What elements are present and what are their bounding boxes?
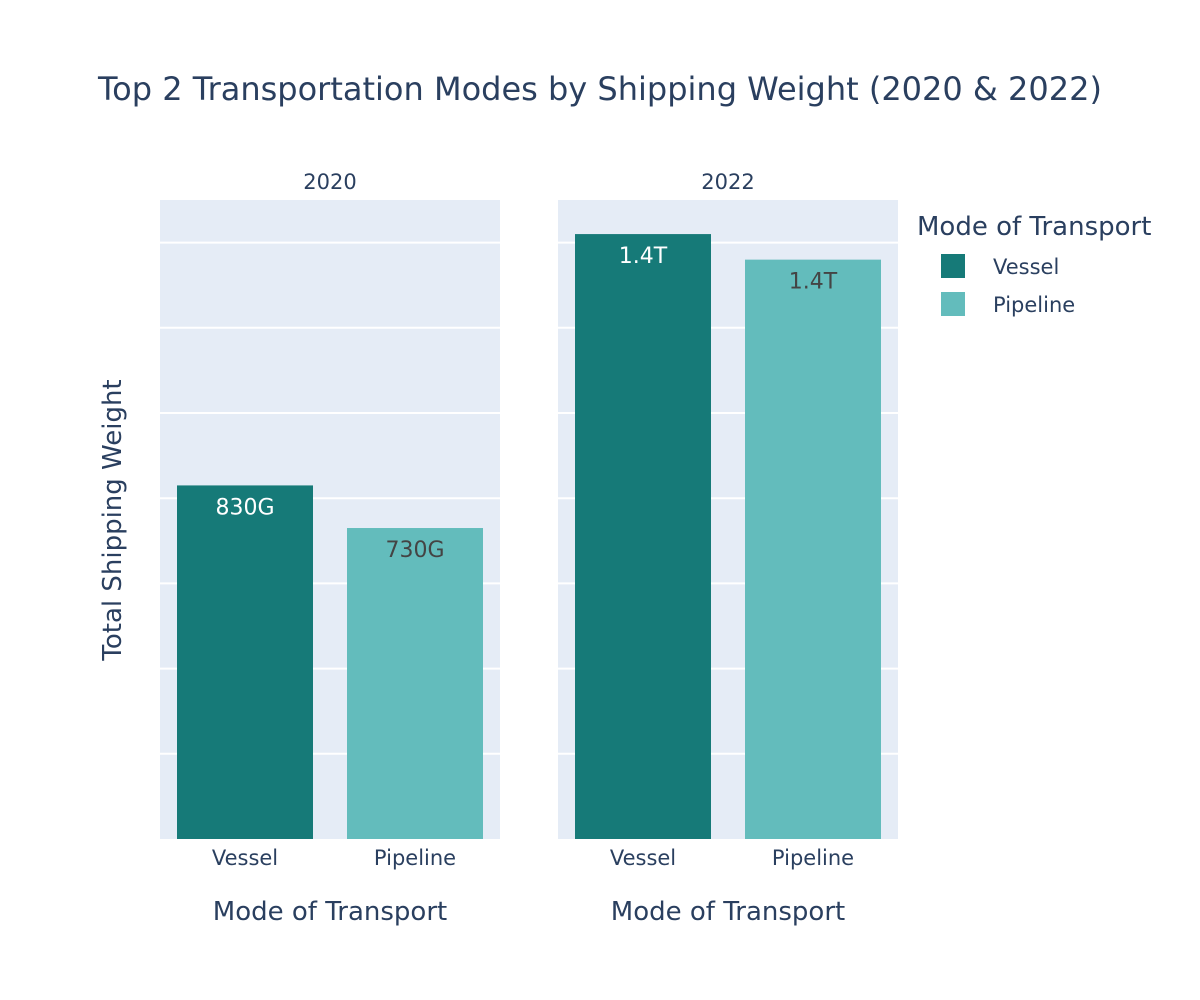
bar-pipeline-2022[interactable] [745, 259, 881, 839]
bar-label: 1.4T [619, 244, 668, 269]
legend-swatch [941, 292, 965, 316]
legend-label: Pipeline [993, 293, 1075, 317]
legend-title: Mode of Transport [917, 212, 1151, 242]
x-tick-label: Pipeline [772, 846, 854, 870]
legend-swatch [941, 254, 965, 278]
bar-label: 830G [215, 495, 274, 520]
facet-panel-2022: 2022 1.4T Vessel 1.4T Pipeline Mode of Transp… [558, 170, 898, 927]
legend: Mode of Transport Vessel Pipeline [917, 212, 1151, 317]
bar-label: 730G [385, 538, 444, 563]
facet-panel-2020: 2020 830G Vessel 730G Pipeline Mode of Transp… [160, 170, 500, 927]
x-tick-label: Vessel [212, 846, 278, 870]
panel-title: 2020 [303, 170, 356, 194]
legend-label: Vessel [993, 255, 1059, 279]
bar-vessel-2022[interactable] [575, 234, 711, 839]
bar-vessel-2020[interactable] [177, 485, 313, 839]
legend-item-pipeline[interactable]: Pipeline [941, 292, 1075, 317]
x-axis-title: Mode of Transport [611, 897, 845, 927]
x-axis-title: Mode of Transport [213, 897, 447, 927]
bar-label: 1.4T [789, 270, 838, 295]
legend-item-vessel[interactable]: Vessel [941, 254, 1059, 279]
y-axis-title: Total Shipping Weight [98, 379, 128, 661]
chart-title: Top 2 Transportation Modes by Shipping W… [97, 70, 1102, 108]
bar-pipeline-2020[interactable] [347, 528, 483, 839]
facet-panels: 2020 830G Vessel 730G Pipeline Mode of Transp… [160, 170, 898, 927]
panel-title: 2022 [701, 170, 754, 194]
x-tick-label: Vessel [610, 846, 676, 870]
x-tick-label: Pipeline [374, 846, 456, 870]
